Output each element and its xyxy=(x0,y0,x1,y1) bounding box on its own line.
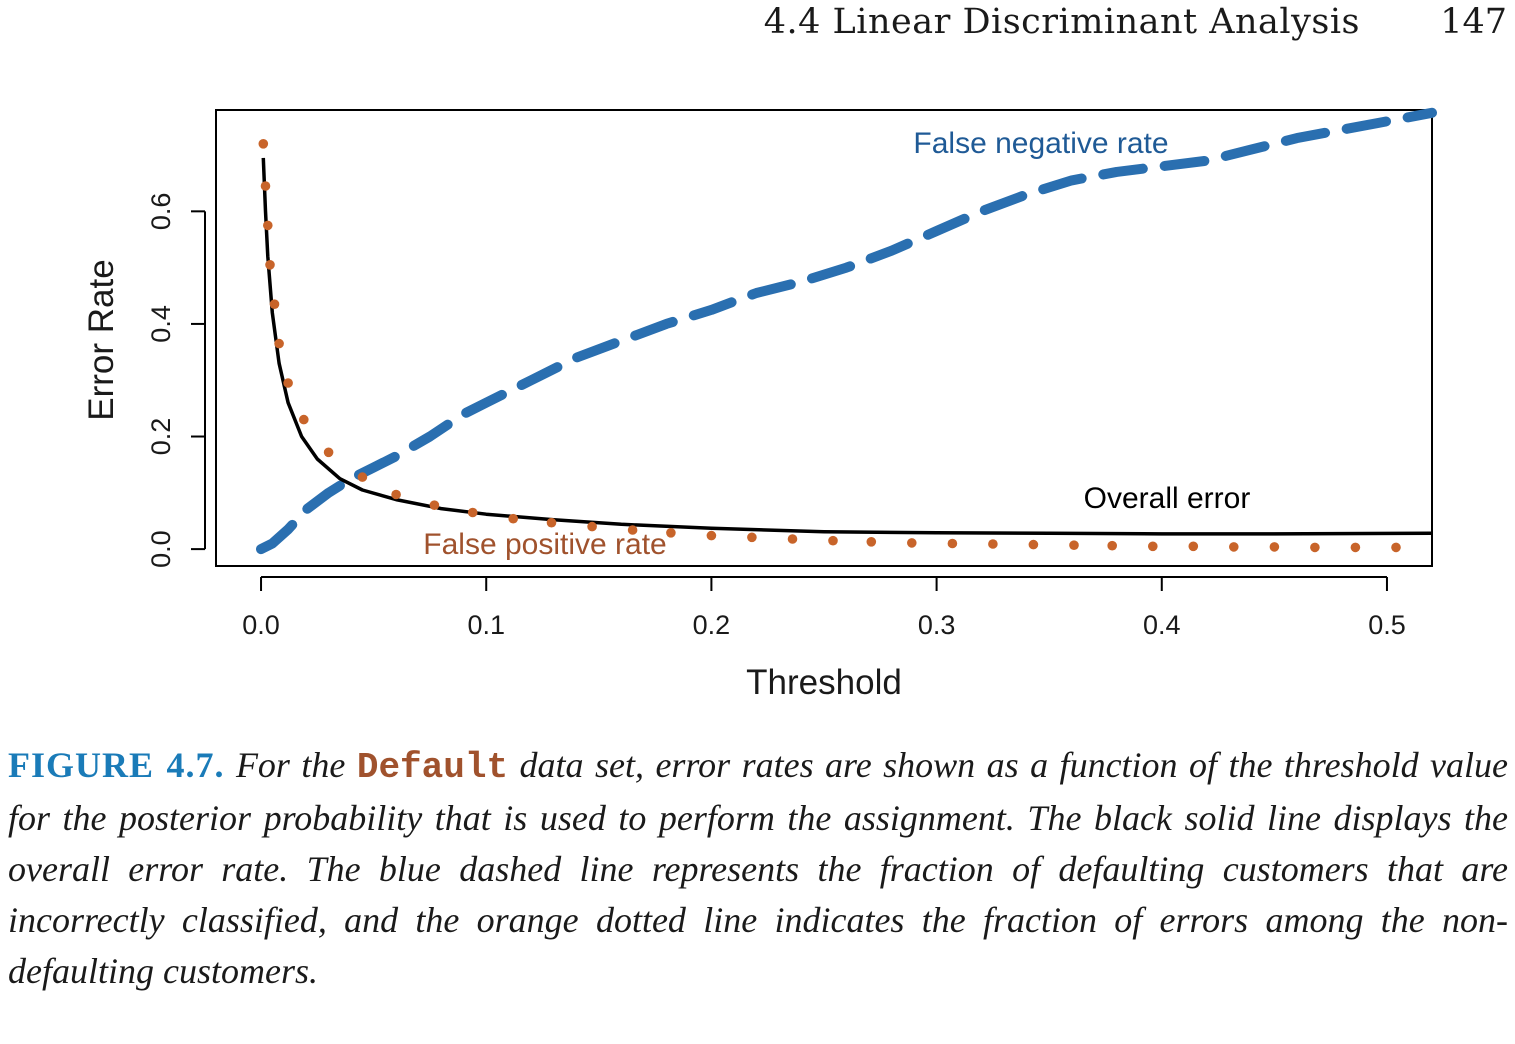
series-layer xyxy=(256,107,1437,555)
false-positive-rate-point xyxy=(866,537,877,547)
figure-label: FIGURE 4.7. xyxy=(8,745,225,785)
annotation-false-negative-rate: False negative rate xyxy=(913,127,1168,160)
y-tick-label: 0.2 xyxy=(146,418,176,456)
false-positive-rate-point xyxy=(323,447,334,458)
dataset-name: Default xyxy=(356,747,509,788)
caption-text-before: For the xyxy=(224,745,357,785)
false-positive-rate-point xyxy=(787,534,798,544)
false-positive-rate-point xyxy=(1269,542,1280,552)
y-tick-label: 0.0 xyxy=(146,530,176,568)
x-axis-label: Threshold xyxy=(746,663,902,702)
false-positive-rate-point xyxy=(1391,542,1401,553)
false-positive-rate-point xyxy=(274,338,284,349)
false-positive-rate-point xyxy=(263,220,273,231)
x-tick-label: 0.3 xyxy=(918,610,956,640)
false-positive-rate-point xyxy=(1350,542,1361,553)
y-tick-label: 0.6 xyxy=(146,193,176,231)
false-positive-rate-point xyxy=(947,538,958,549)
false-negative-rate-line xyxy=(256,107,1437,555)
false-positive-rate-point xyxy=(299,414,309,425)
false-positive-rate-point xyxy=(1107,540,1117,551)
false-positive-rate-point xyxy=(283,378,293,388)
plot-frame xyxy=(215,109,1433,567)
page-number: 147 xyxy=(1440,2,1507,42)
false-positive-rate-point xyxy=(391,489,401,500)
false-positive-rate-point xyxy=(907,538,917,548)
x-tick-label: 0.5 xyxy=(1368,610,1406,640)
annotation-false-positive-rate: False positive rate xyxy=(423,528,666,561)
false-positive-rate-point xyxy=(587,521,597,532)
false-positive-rate-point xyxy=(1310,542,1320,553)
figure-caption: FIGURE 4.7. For the Default data set, er… xyxy=(8,740,1508,997)
x-tick-label: 0.1 xyxy=(467,610,505,640)
false-positive-rate-point xyxy=(258,139,269,149)
false-positive-rate-point xyxy=(747,532,757,543)
y-axis: 0.0 0.2 0.4 0.6 xyxy=(146,193,206,568)
caption-text-after: data set, error rates are shown as a fun… xyxy=(8,745,1508,991)
false-positive-rate-point xyxy=(666,528,676,538)
overall-error-line xyxy=(261,157,1433,536)
x-tick-label: 0.4 xyxy=(1143,610,1181,640)
false-positive-rate-point xyxy=(265,260,275,270)
false-positive-rate-point xyxy=(546,517,557,528)
annotation-overall-error: Overall error xyxy=(1084,482,1251,515)
running-title: 4.4 Linear Discriminant Analysis xyxy=(763,2,1360,42)
false-positive-rate-point xyxy=(260,181,271,191)
x-axis: 0.0 0.1 0.2 0.3 0.4 0.5 xyxy=(242,576,1406,640)
false-positive-rate-point xyxy=(828,535,838,546)
false-positive-rate-point xyxy=(467,507,478,518)
false-positive-rate-point xyxy=(988,539,998,549)
false-positive-rate-point xyxy=(1028,539,1039,550)
false-positive-rate-point xyxy=(706,530,717,541)
false-positive-rate-point xyxy=(357,472,368,482)
false-positive-rate-point xyxy=(269,299,280,309)
false-positive-rate-point xyxy=(627,525,638,535)
y-axis-label: Error Rate xyxy=(82,259,121,420)
y-tick-label: 0.4 xyxy=(146,305,176,343)
false-positive-rate-point xyxy=(1229,542,1239,552)
x-tick-label: 0.0 xyxy=(242,610,280,640)
false-positive-rate-point xyxy=(508,513,518,524)
false-positive-rate-point xyxy=(429,500,440,511)
false-positive-rate-point xyxy=(1148,541,1158,552)
x-tick-label: 0.2 xyxy=(693,610,731,640)
false-positive-rate-point xyxy=(1188,541,1199,552)
false-positive-rate-point xyxy=(1069,540,1079,550)
error-rate-chart: 0.0 0.1 0.2 0.3 0.4 0.5 0.0 0.2 0.4 0.6 Threshol… xyxy=(82,107,1437,702)
page-header: 4.4 Linear Discriminant Analysis 147 xyxy=(0,0,1515,60)
